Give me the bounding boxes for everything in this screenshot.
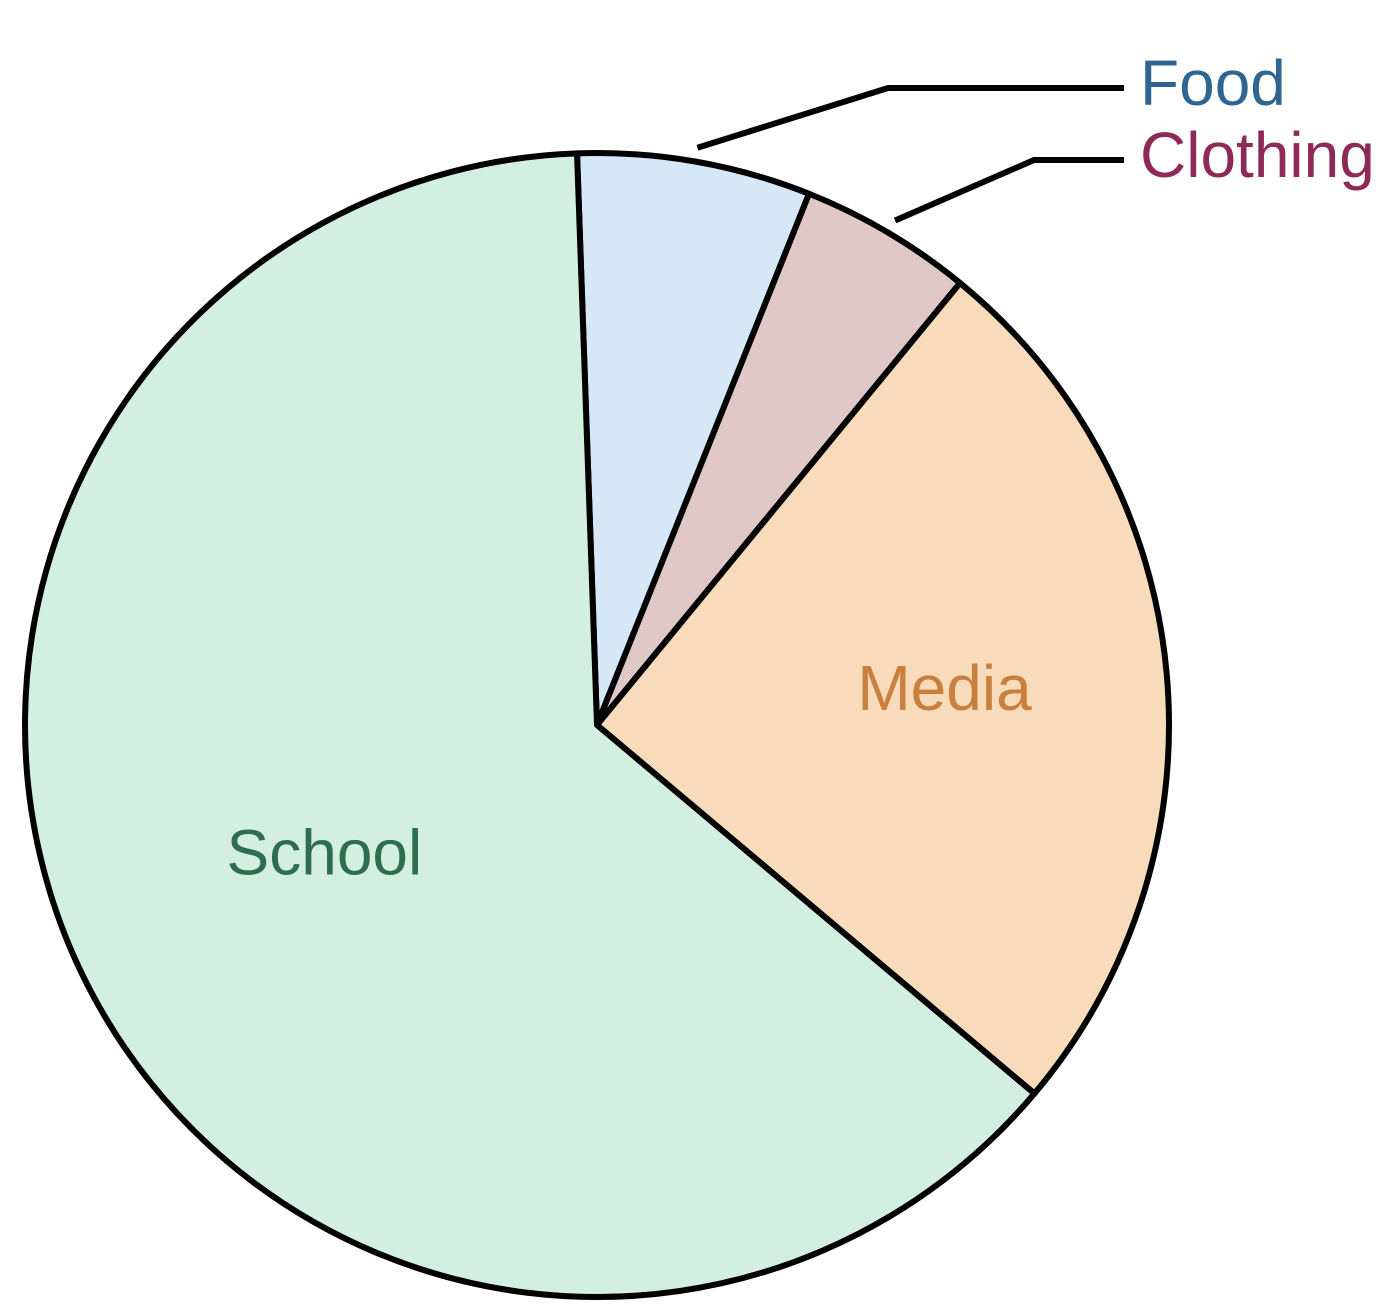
- pie-slice-media: [594, 280, 1172, 1097]
- callout-leaders: [696, 85, 1124, 224]
- pie-slice-clothing: [594, 190, 964, 728]
- leader-line-food: [696, 85, 1124, 151]
- slice-label-school: School: [227, 817, 423, 889]
- pie-slices: [22, 150, 1172, 1300]
- slice-label-media: Media: [857, 652, 1032, 724]
- slice-label-clothing: Clothing: [1140, 119, 1375, 191]
- pie-slice-food: [574, 150, 813, 728]
- slice-label-food: Food: [1140, 47, 1286, 119]
- leader-line-clothing: [893, 157, 1124, 224]
- pie-slice-school: [22, 150, 1038, 1300]
